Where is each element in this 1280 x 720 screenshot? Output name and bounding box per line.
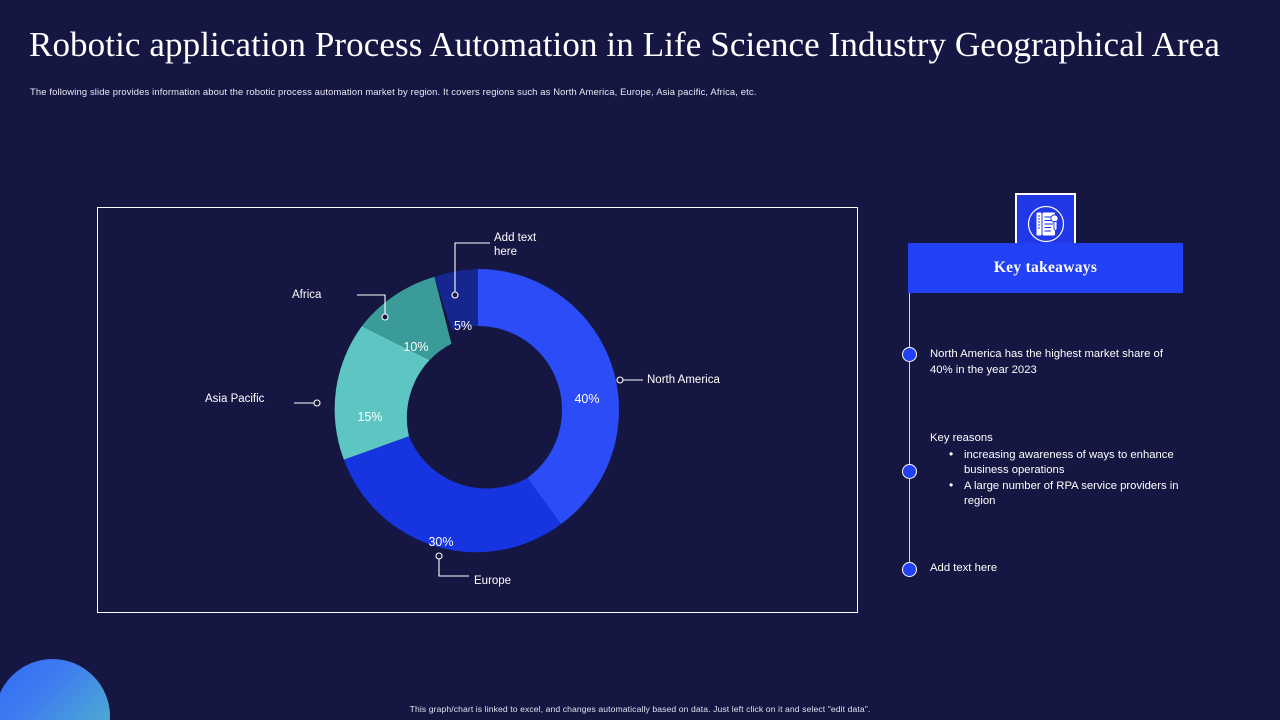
slice-value-africa: 10%: [403, 340, 428, 354]
key-takeaways-banner: Key takeaways: [908, 243, 1183, 293]
chart-label-asia-pacific: Asia Pacific: [205, 393, 265, 405]
chart-label-europe: Europe: [474, 575, 512, 587]
slice-europe[interactable]: [343, 436, 561, 553]
timeline-item-3: Add text here: [930, 562, 998, 574]
timeline-node-1[interactable]: [902, 347, 917, 362]
footer-note: This graph/chart is linked to excel, and…: [409, 704, 871, 714]
page-subtitle: The following slide provides information…: [30, 86, 757, 97]
slice-north-america[interactable]: [478, 269, 620, 525]
slice-value-europe: 30%: [428, 535, 453, 549]
timeline-item-2: Key reasons increasing awareness of ways…: [930, 431, 1180, 510]
page-title: Robotic application Process Automation i…: [29, 25, 1220, 64]
leader-dot-asia-pacific: [313, 399, 321, 407]
leader-dot-europe: [435, 552, 443, 560]
key-takeaways-panel: Key takeaways North America has the high…: [880, 190, 1200, 610]
leader-line-africa: [357, 294, 386, 314]
leader-line-europe: [438, 559, 469, 577]
timeline-item-2-bullets: increasing awareness of ways to enhance …: [930, 447, 1180, 510]
timeline-axis: [909, 293, 911, 570]
chart-label-north-america: North America: [647, 374, 720, 386]
timeline-node-3[interactable]: [902, 562, 917, 577]
key-takeaways-title: Key takeaways: [993, 259, 1098, 276]
leader-line-add-text-here: [454, 242, 490, 292]
leader-dot-africa: [381, 313, 389, 321]
timeline-item-2-heading: Key reasons: [930, 432, 993, 444]
donut-chart[interactable]: 40% 30% 15% 10% 5% North America Europe: [98, 208, 859, 614]
timeline-node-2[interactable]: [902, 464, 917, 479]
slice-add-text-here[interactable]: [434, 269, 478, 331]
list-item: A large number of RPA service providers …: [930, 478, 1180, 510]
chart-panel: 40% 30% 15% 10% 5% North America Europe: [97, 207, 858, 613]
donut-chart-svg: 40% 30% 15% 10% 5%: [294, 242, 643, 577]
slice-value-add-text-here: 5%: [454, 319, 472, 333]
chart-label-add-text-here: Add text here: [494, 232, 537, 258]
timeline-item-1: North America has the highest market sha…: [930, 348, 1163, 376]
slice-africa[interactable]: [361, 276, 452, 360]
document-pen-icon: [1027, 205, 1064, 242]
slice-asia-pacific[interactable]: [334, 326, 430, 460]
slice-value-north-america: 40%: [574, 392, 599, 406]
slice-value-asia-pacific: 15%: [357, 410, 382, 424]
list-item: increasing awareness of ways to enhance …: [930, 447, 1180, 479]
leader-dot-add-text-here: [451, 291, 459, 299]
leader-dot-north-america: [616, 376, 624, 384]
chart-label-africa: Africa: [292, 289, 322, 301]
